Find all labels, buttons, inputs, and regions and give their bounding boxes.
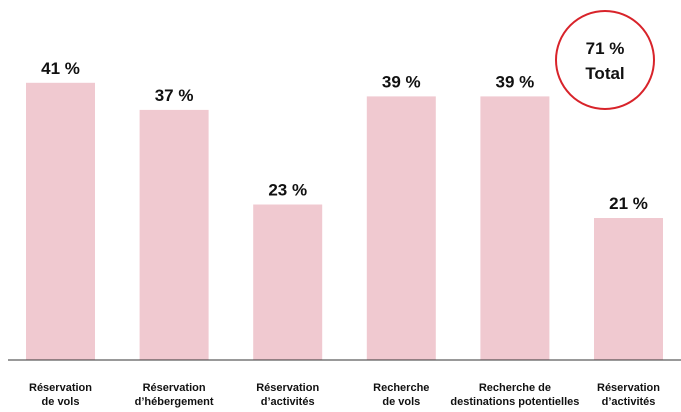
category-label-6-line-1: Réservation bbox=[597, 382, 660, 394]
category-label-1-line-2: de vols bbox=[42, 396, 80, 408]
bar-2 bbox=[139, 109, 209, 361]
category-label-4-line-2: de vols bbox=[382, 396, 420, 408]
bar-5 bbox=[480, 96, 550, 361]
bars-group bbox=[26, 82, 663, 361]
category-label-5-line-1: Recherche de bbox=[479, 382, 551, 394]
category-label-2-line-2: d’hébergement bbox=[135, 396, 214, 408]
total-badge-label: Total bbox=[585, 64, 624, 83]
bar-value-label-4: 39 % bbox=[382, 72, 421, 91]
bar-value-label-1: 41 % bbox=[41, 59, 80, 78]
total-badge-value: 71 % bbox=[586, 39, 625, 58]
bar-6 bbox=[594, 218, 663, 360]
value-labels-group: 41 % 37 % 23 % 39 % 39 % 21 % bbox=[41, 59, 648, 213]
category-label-5-line-2: destinations potentielles bbox=[450, 396, 579, 408]
category-label-1-line-1: Réservation bbox=[29, 382, 92, 394]
bar-3 bbox=[253, 204, 323, 360]
bar-4 bbox=[366, 96, 436, 361]
total-badge-circle bbox=[555, 10, 655, 110]
bar-value-label-3: 23 % bbox=[268, 181, 307, 200]
bar-value-label-5: 39 % bbox=[496, 72, 535, 91]
total-badge: 71 % Total bbox=[555, 10, 655, 110]
category-label-2-line-1: Réservation bbox=[143, 382, 206, 394]
category-label-4-line-1: Recherche bbox=[373, 382, 429, 394]
category-label-3-line-1: Réservation bbox=[256, 382, 319, 394]
bar-1 bbox=[26, 82, 95, 361]
bar-value-label-2: 37 % bbox=[155, 86, 194, 105]
category-label-6-line-2: d’activités bbox=[602, 396, 656, 408]
category-labels-group: Réservation de vols Réservation d’hébergeme… bbox=[29, 382, 660, 408]
category-label-3-line-2: d’activités bbox=[261, 396, 315, 408]
bar-value-label-6: 21 % bbox=[609, 194, 648, 213]
